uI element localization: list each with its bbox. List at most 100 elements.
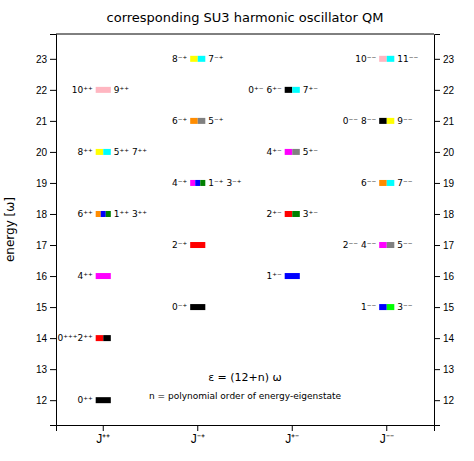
level-label-right: 9⁻⁻ — [397, 116, 412, 126]
level-segment — [379, 56, 387, 62]
annotation: ε = (12+n) ω — [208, 371, 282, 384]
level — [96, 397, 111, 403]
y2-tick-mark — [434, 183, 440, 184]
y2-tick-label: 18 — [443, 209, 455, 220]
level-segment — [292, 149, 300, 155]
level-label-right: 9⁺⁺ — [114, 85, 129, 95]
level-label-right: 7⁻⁺ — [208, 54, 223, 64]
level-segment — [190, 242, 205, 248]
y2-tick: 13 — [434, 364, 455, 375]
level-label-right: 5⁻⁺ — [208, 116, 223, 126]
level-label-left: 2⁻⁺ — [172, 240, 187, 250]
level — [379, 242, 394, 248]
level — [190, 180, 205, 186]
x-tick-mark — [292, 425, 293, 431]
level-label-left: 4⁺⁻ — [266, 147, 281, 157]
level-label-right: 3⁻⁻ — [397, 302, 412, 312]
y-tick: 18 — [36, 209, 56, 220]
y2-tick-label: 20 — [443, 147, 455, 158]
y-tick: 16 — [36, 271, 56, 282]
y-axis-line — [50, 35, 57, 426]
level-label-left: 2⁺⁻ — [266, 209, 281, 219]
y2-tick: 23 — [434, 54, 455, 65]
level-label-right: 7⁻⁻ — [397, 178, 412, 188]
y2-tick-label: 22 — [443, 85, 455, 96]
level — [285, 87, 300, 93]
y2-tick: 20 — [434, 147, 455, 158]
x-axis-line — [57, 426, 435, 432]
level-label-left: 8⁺⁺ — [77, 147, 92, 157]
level-label-right: 5⁺⁺ 7⁺⁺ — [114, 147, 148, 157]
level-segment — [379, 242, 387, 248]
level-label-right: 7⁺⁻ — [303, 85, 318, 95]
y-tick: 12 — [36, 395, 56, 406]
level-segment — [190, 118, 198, 124]
level-segment — [103, 149, 111, 155]
level-label-left: 6⁻⁻ — [361, 178, 376, 188]
level-labels: 0⁺⁺0⁺⁺⁺2⁺⁺4⁺⁺6⁺⁺1⁺⁺ 3⁺⁺8⁺⁺5⁺⁺ 7⁺⁺10⁺⁺9⁺⁺… — [57, 54, 418, 405]
level-segment — [195, 180, 200, 186]
y2-tick: 17 — [434, 240, 455, 251]
level-segment — [200, 180, 205, 186]
level-segment — [285, 87, 293, 93]
level-segment — [379, 180, 387, 186]
y2-tick-label: 23 — [443, 54, 455, 65]
x-tick-label: J⁺⁺ — [96, 432, 110, 446]
y-tick-label: 16 — [36, 271, 48, 282]
y2-tick: 16 — [434, 271, 455, 282]
level-label-left: 0⁻⁺ — [172, 302, 187, 312]
level — [190, 242, 205, 248]
y-tick-mark — [50, 59, 56, 60]
y2-tick-mark — [434, 276, 440, 277]
level-segment — [101, 211, 106, 217]
y-tick-mark — [50, 90, 56, 91]
levels — [96, 56, 395, 403]
y-tick-label: 15 — [36, 302, 48, 313]
level-segment — [198, 118, 206, 124]
y-axis-title: energy [ω] — [3, 197, 17, 262]
level-segment — [387, 180, 395, 186]
y-tick-label: 14 — [36, 333, 48, 344]
y2-tick: 14 — [434, 333, 455, 344]
y-axis: 121314151617181920212223 — [36, 35, 57, 426]
y-tick: 14 — [36, 333, 56, 344]
level-segment — [387, 118, 395, 124]
y-tick-label: 23 — [36, 54, 48, 65]
y2-tick-mark — [434, 338, 440, 339]
y2-tick: 21 — [434, 116, 455, 127]
y-tick-mark — [50, 152, 56, 153]
level-segment — [96, 397, 111, 403]
level — [96, 335, 111, 341]
level-label-left: 0⁺⁺ — [77, 395, 92, 405]
y-tick-label: 19 — [36, 178, 48, 189]
x-tick-label: J⁻⁻ — [380, 432, 394, 446]
x-tick-mark — [197, 425, 198, 431]
level-label-left: 2⁻⁻ 4⁻⁻ — [343, 240, 377, 250]
level — [379, 304, 394, 310]
level-label-left: 8⁻⁺ — [172, 54, 187, 64]
level-segment — [387, 56, 395, 62]
y2-tick-mark — [434, 245, 440, 246]
level-segment — [96, 335, 104, 341]
x-axis: J⁺⁺J⁻⁺J⁺⁻J⁻⁻ — [57, 425, 435, 446]
y2-axis-line — [435, 35, 441, 426]
level-label-left: 0⁺⁺⁺2⁺⁺ — [57, 333, 92, 343]
y2-tick: 18 — [434, 209, 455, 220]
level — [96, 273, 111, 279]
y-tick-label: 17 — [36, 240, 48, 251]
level-segment — [285, 273, 300, 279]
level-label-right: 11⁻⁻ — [397, 54, 418, 64]
y2-tick-mark — [434, 152, 440, 153]
level-segment — [190, 304, 205, 310]
level — [96, 87, 111, 93]
y2-tick-label: 17 — [443, 240, 455, 251]
y-tick: 23 — [36, 54, 56, 65]
level-label-left: 10⁺⁺ — [72, 85, 93, 95]
y-tick: 13 — [36, 364, 56, 375]
level — [190, 118, 205, 124]
y-tick: 22 — [36, 85, 56, 96]
level-segment — [285, 211, 293, 217]
level-segment — [96, 87, 111, 93]
level — [285, 211, 300, 217]
y-tick-label: 21 — [36, 116, 48, 127]
